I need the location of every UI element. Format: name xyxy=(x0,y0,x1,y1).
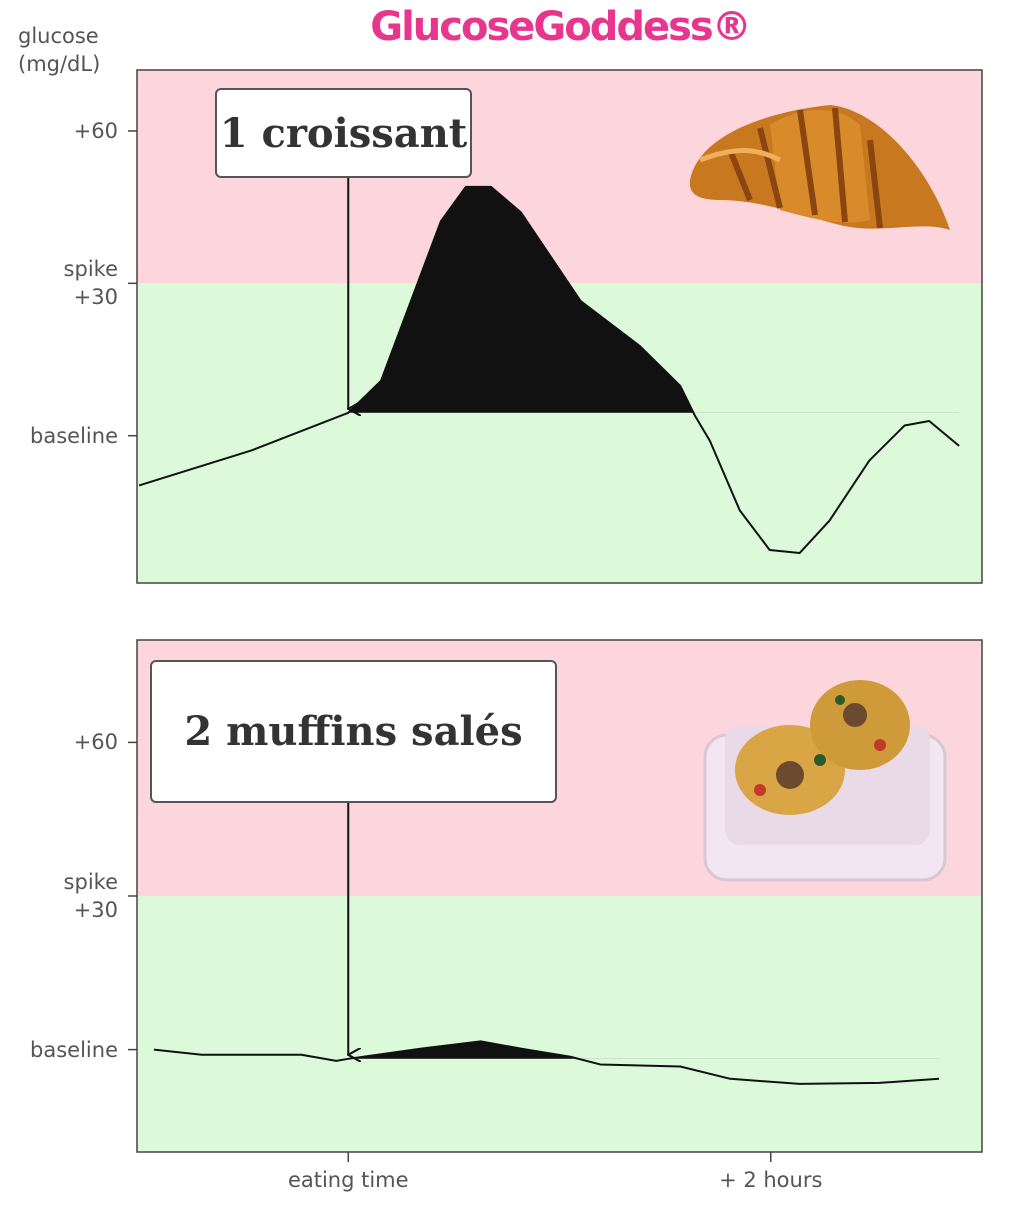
x-tick-label: + 2 hours xyxy=(719,1168,823,1192)
y-tick-label: +60 xyxy=(73,730,118,755)
y-tick-label: baseline xyxy=(30,1037,118,1062)
y-tick-label: baseline xyxy=(30,423,118,448)
plot-frame xyxy=(136,69,983,584)
spike-area xyxy=(348,1041,579,1059)
y-tick-label: spike +30 xyxy=(63,870,118,922)
croissant-image xyxy=(689,105,950,230)
annotation-box: 1 croissant xyxy=(215,88,472,178)
y-axis-label: glucose (mg/dL) xyxy=(18,24,101,76)
muffin-box-image xyxy=(703,680,947,882)
annotation-box: 2 muffins salés xyxy=(150,660,557,803)
glucose-line xyxy=(138,185,960,555)
x-tick-label: eating time xyxy=(287,1168,409,1192)
safe-zone xyxy=(137,896,982,1152)
glucose-line xyxy=(153,1040,940,1085)
y-tick-label: spike +30 xyxy=(63,257,118,310)
brand-title: GlucoseGoddess® xyxy=(370,4,751,50)
spike-area xyxy=(348,186,694,413)
y-tick-label: +60 xyxy=(73,118,118,143)
